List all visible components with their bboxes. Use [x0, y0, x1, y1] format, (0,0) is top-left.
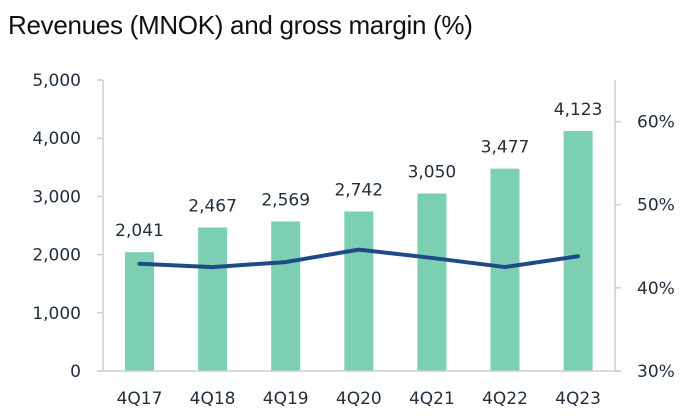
- bar-4Q17: [125, 252, 154, 371]
- y-left-tick-label: 2,000: [32, 246, 81, 266]
- y-right-tick-label: 60%: [637, 113, 675, 133]
- bar-4Q20: [344, 211, 374, 371]
- data-label-4Q21: 3,050: [408, 162, 457, 182]
- y-left-tick-label: 3,000: [32, 187, 81, 207]
- y-left-tick-label: 5,000: [32, 71, 81, 91]
- data-label-4Q17: 2,041: [115, 221, 164, 241]
- y-left-tick-label: 4,000: [32, 129, 81, 149]
- x-tick-label: 4Q22: [482, 389, 528, 409]
- x-tick-label: 4Q18: [190, 389, 236, 409]
- data-label-4Q20: 2,742: [334, 180, 383, 200]
- data-label-4Q19: 2,569: [261, 190, 310, 210]
- bar-4Q19: [271, 221, 301, 371]
- y-right-tick-label: 50%: [637, 196, 675, 216]
- data-label-4Q23: 4,123: [554, 100, 603, 120]
- x-tick-label: 4Q19: [263, 389, 309, 409]
- y-right-tick-label: 40%: [637, 279, 675, 299]
- bar-4Q23: [563, 131, 593, 371]
- data-label-4Q22: 3,477: [481, 138, 530, 158]
- bar-4Q18: [198, 227, 228, 371]
- y-right-tick-label: 30%: [637, 362, 675, 382]
- x-tick-label: 4Q21: [409, 389, 455, 409]
- y-left-tick-label: 1,000: [32, 304, 81, 324]
- x-tick-label: 4Q20: [336, 389, 382, 409]
- y-left-tick-label: 0: [70, 362, 81, 382]
- bar-4Q22: [490, 168, 520, 371]
- bar-4Q21: [417, 193, 447, 371]
- x-tick-label: 4Q17: [117, 389, 163, 409]
- x-tick-label: 4Q23: [555, 389, 601, 409]
- chart-title: Revenues (MNOK) and gross margin (%): [8, 10, 473, 40]
- data-label-4Q18: 2,467: [188, 196, 237, 216]
